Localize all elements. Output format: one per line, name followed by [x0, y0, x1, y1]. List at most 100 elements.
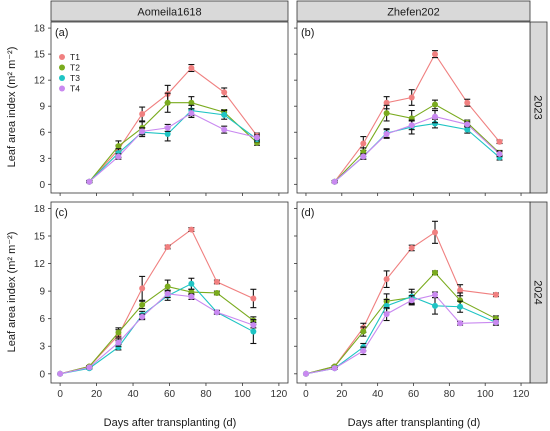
data-point: [360, 153, 367, 160]
panel-a-label: (a): [55, 27, 68, 39]
data-point: [164, 244, 171, 251]
x-tick-label: 100: [234, 389, 251, 400]
data-point: [457, 287, 464, 294]
data-point: [432, 113, 439, 120]
data-point: [302, 370, 309, 377]
row-strip-2023: 2023: [529, 21, 548, 194]
data-point: [492, 319, 499, 326]
y-tick-label: 9: [39, 102, 45, 113]
data-point: [139, 301, 146, 308]
data-point: [383, 276, 390, 283]
data-point: [164, 124, 171, 131]
data-point: [408, 244, 415, 251]
data-point: [432, 269, 439, 276]
y-axis-title-bottom: Leaf area index (m² m⁻²): [6, 232, 18, 353]
panel-b-label: (b): [301, 27, 314, 39]
data-point: [331, 365, 338, 372]
series-t4: [57, 289, 257, 377]
x-tick-label: 40: [372, 389, 384, 400]
y-tick-label: 9: [39, 287, 45, 298]
x-tick-label: 120: [271, 389, 288, 400]
data-point: [432, 101, 439, 108]
data-point: [457, 303, 464, 310]
col-strip-aomeila: Aomeila1618: [50, 0, 289, 22]
data-point: [408, 94, 415, 101]
data-point: [164, 99, 171, 106]
data-point: [115, 143, 122, 150]
data-point: [213, 289, 220, 296]
x-tick-label: 60: [164, 389, 176, 400]
y-tick-label: 0: [39, 369, 45, 380]
y-tick-label: 6: [39, 128, 45, 139]
data-point: [331, 178, 338, 185]
x-tick-label: 80: [444, 389, 456, 400]
y-tick-label: 18: [34, 24, 46, 35]
data-point: [492, 291, 499, 298]
y-tick-label: 3: [39, 154, 45, 165]
data-point: [188, 65, 195, 72]
y-tick-label: 3: [39, 342, 45, 353]
legend-label-t2: T2: [70, 63, 80, 73]
panel-d-label: (d): [301, 207, 314, 219]
data-point: [115, 153, 122, 160]
legend-marker-t3: [59, 75, 65, 81]
series-line-t4: [305, 294, 496, 375]
data-point: [86, 364, 93, 371]
data-point: [139, 285, 146, 292]
series-t4: [331, 109, 503, 185]
data-point: [383, 99, 390, 106]
data-point: [360, 347, 367, 354]
data-point: [86, 178, 93, 185]
data-point: [164, 290, 171, 297]
row-strip-2024: 2024: [529, 201, 548, 384]
data-point: [115, 339, 122, 346]
data-point: [221, 89, 228, 96]
series-line-t2: [305, 271, 497, 375]
data-point: [457, 320, 464, 327]
data-point: [164, 283, 171, 290]
y-tick-label: 12: [34, 259, 46, 270]
panel-b-frame: [296, 21, 531, 194]
data-point: [188, 226, 195, 233]
data-point: [221, 111, 228, 118]
legend-label-t3: T3: [70, 73, 80, 83]
data-point: [464, 99, 471, 106]
y-axis-title-top: Leaf area index (m² m⁻²): [6, 47, 18, 168]
data-point: [188, 293, 195, 300]
y-tick-label: 15: [34, 231, 46, 242]
panel-a-frame: [50, 21, 289, 194]
data-point: [115, 329, 122, 336]
data-point: [250, 322, 257, 329]
row-strip-2023-label: 2023: [532, 95, 544, 119]
data-point: [213, 309, 220, 316]
panel-b: (b): [294, 21, 531, 196]
data-point: [383, 311, 390, 318]
data-point: [188, 99, 195, 106]
data-point: [139, 111, 146, 118]
data-point: [115, 344, 122, 351]
data-point: [496, 150, 503, 157]
data-point: [360, 140, 367, 147]
y-tick-label: 15: [34, 50, 46, 61]
legend-label-t1: T1: [70, 52, 80, 62]
y-tick-label: 12: [34, 76, 46, 87]
legend-label-t4: T4: [70, 84, 80, 94]
data-point: [432, 120, 439, 127]
series-t4: [302, 291, 499, 377]
x-tick-label: 80: [200, 389, 212, 400]
data-point: [383, 110, 390, 117]
data-point: [496, 138, 503, 145]
row-strip-2024-label: 2024: [532, 280, 544, 304]
data-point: [250, 328, 257, 335]
data-point: [188, 110, 195, 117]
x-tick-label: 0: [303, 389, 309, 400]
data-point: [432, 291, 439, 298]
data-point: [432, 51, 439, 58]
panel-c-label: (c): [55, 207, 68, 219]
col-strip-zhefen-label: Zhefen202: [387, 7, 440, 19]
x-tick-label: 120: [513, 389, 530, 400]
data-point: [432, 302, 439, 309]
x-axis-title-right: Days after transplanting (d): [348, 417, 481, 429]
